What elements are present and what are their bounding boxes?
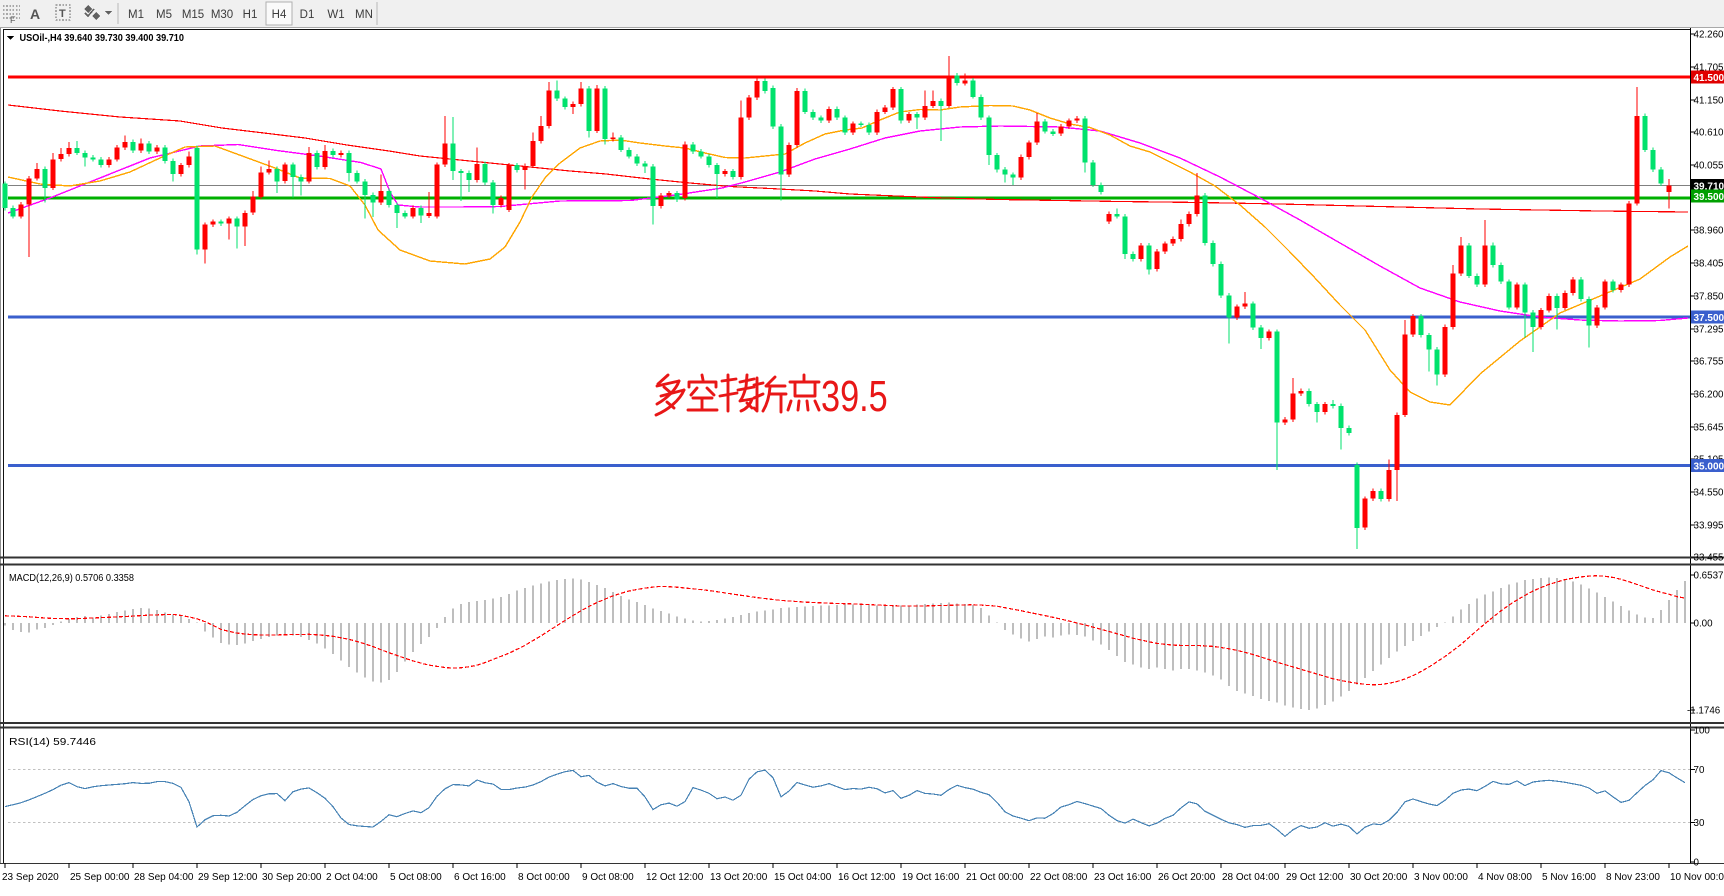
svg-text:21 Oct 00:00: 21 Oct 00:00: [966, 872, 1024, 883]
svg-text:26 Oct 20:00: 26 Oct 20:00: [1158, 872, 1216, 883]
svg-text:T: T: [59, 8, 66, 20]
svg-text:22 Oct 08:00: 22 Oct 08:00: [1030, 872, 1088, 883]
svg-text:23 Sep 2020: 23 Sep 2020: [2, 872, 59, 883]
svg-text:RSI(14) 59.7446: RSI(14) 59.7446: [9, 737, 97, 748]
svg-text:M5: M5: [156, 9, 172, 21]
svg-text:41.500: 41.500: [1694, 73, 1724, 84]
svg-text:37.850: 37.850: [1694, 292, 1724, 303]
svg-text:6 Oct 16:00: 6 Oct 16:00: [454, 872, 506, 883]
svg-text:-1.1746: -1.1746: [1687, 706, 1721, 717]
svg-text:29 Oct 12:00: 29 Oct 12:00: [1286, 872, 1344, 883]
svg-text:MN: MN: [355, 9, 373, 21]
svg-text:H1: H1: [243, 9, 258, 21]
svg-text:19 Oct 16:00: 19 Oct 16:00: [902, 872, 960, 883]
svg-text:MACD(12,26,9) 0.5706 0.3358: MACD(12,26,9) 0.5706 0.3358: [9, 573, 134, 584]
svg-text:2 Oct 04:00: 2 Oct 04:00: [326, 872, 378, 883]
svg-text:USOil-,H4 39.640 39.730 39.40: USOil-,H4 39.640 39.730 39.400 39.710: [20, 32, 185, 44]
svg-text:M1: M1: [128, 9, 144, 21]
svg-text:0.00: 0.00: [1694, 619, 1714, 630]
svg-text:39.500: 39.500: [1694, 192, 1724, 203]
svg-text:F: F: [10, 15, 16, 25]
svg-text:0: 0: [1694, 858, 1700, 869]
svg-text:H4: H4: [272, 9, 287, 21]
svg-text:37.295: 37.295: [1694, 325, 1724, 336]
svg-text:23 Oct 16:00: 23 Oct 16:00: [1094, 872, 1152, 883]
svg-text:40.610: 40.610: [1694, 128, 1724, 139]
svg-text:25 Sep 00:00: 25 Sep 00:00: [70, 872, 130, 883]
svg-text:M15: M15: [182, 9, 204, 21]
svg-text:D1: D1: [300, 9, 315, 21]
svg-text:10 Nov 00:00: 10 Nov 00:00: [1670, 872, 1724, 883]
svg-text:5 Nov 16:00: 5 Nov 16:00: [1542, 872, 1596, 883]
svg-text:16 Oct 12:00: 16 Oct 12:00: [838, 872, 896, 883]
svg-text:38.960: 38.960: [1694, 226, 1724, 237]
svg-text:15 Oct 04:00: 15 Oct 04:00: [774, 872, 832, 883]
svg-text:38.405: 38.405: [1694, 259, 1724, 270]
svg-text:A: A: [30, 6, 40, 22]
svg-text:33.455: 33.455: [1694, 553, 1724, 564]
svg-text:42.260: 42.260: [1694, 29, 1724, 40]
svg-text:3 Nov 00:00: 3 Nov 00:00: [1414, 872, 1468, 883]
svg-text:8 Oct 00:00: 8 Oct 00:00: [518, 872, 570, 883]
svg-text:30 Oct 20:00: 30 Oct 20:00: [1350, 872, 1408, 883]
svg-text:100: 100: [1694, 726, 1711, 737]
svg-text:4 Nov 08:00: 4 Nov 08:00: [1478, 872, 1532, 883]
svg-text:28 Oct 04:00: 28 Oct 04:00: [1222, 872, 1280, 883]
svg-text:W1: W1: [327, 9, 344, 21]
svg-text:37.500: 37.500: [1694, 313, 1724, 324]
svg-text:41.150: 41.150: [1694, 95, 1724, 106]
svg-text:33.995: 33.995: [1694, 521, 1724, 532]
svg-text:39.5: 39.5: [821, 372, 888, 421]
svg-text:9 Oct 08:00: 9 Oct 08:00: [582, 872, 634, 883]
svg-text:0.6537: 0.6537: [1694, 570, 1724, 581]
svg-text:13 Oct 20:00: 13 Oct 20:00: [710, 872, 768, 883]
svg-text:30 Sep 20:00: 30 Sep 20:00: [262, 872, 322, 883]
svg-text:29 Sep 12:00: 29 Sep 12:00: [198, 872, 258, 883]
svg-text:34.550: 34.550: [1694, 488, 1724, 499]
svg-text:30: 30: [1694, 818, 1705, 829]
svg-text:40.055: 40.055: [1694, 160, 1724, 171]
svg-text:35.645: 35.645: [1694, 423, 1724, 434]
svg-text:36.755: 36.755: [1694, 357, 1724, 368]
svg-text:12 Oct 12:00: 12 Oct 12:00: [646, 872, 704, 883]
svg-text:35.000: 35.000: [1694, 461, 1724, 472]
svg-text:36.200: 36.200: [1694, 390, 1724, 401]
svg-text:M30: M30: [211, 9, 233, 21]
svg-text:28 Sep 04:00: 28 Sep 04:00: [134, 872, 194, 883]
svg-text:8 Nov 23:00: 8 Nov 23:00: [1606, 872, 1660, 883]
svg-text:5 Oct 08:00: 5 Oct 08:00: [390, 872, 442, 883]
svg-text:70: 70: [1694, 765, 1705, 776]
